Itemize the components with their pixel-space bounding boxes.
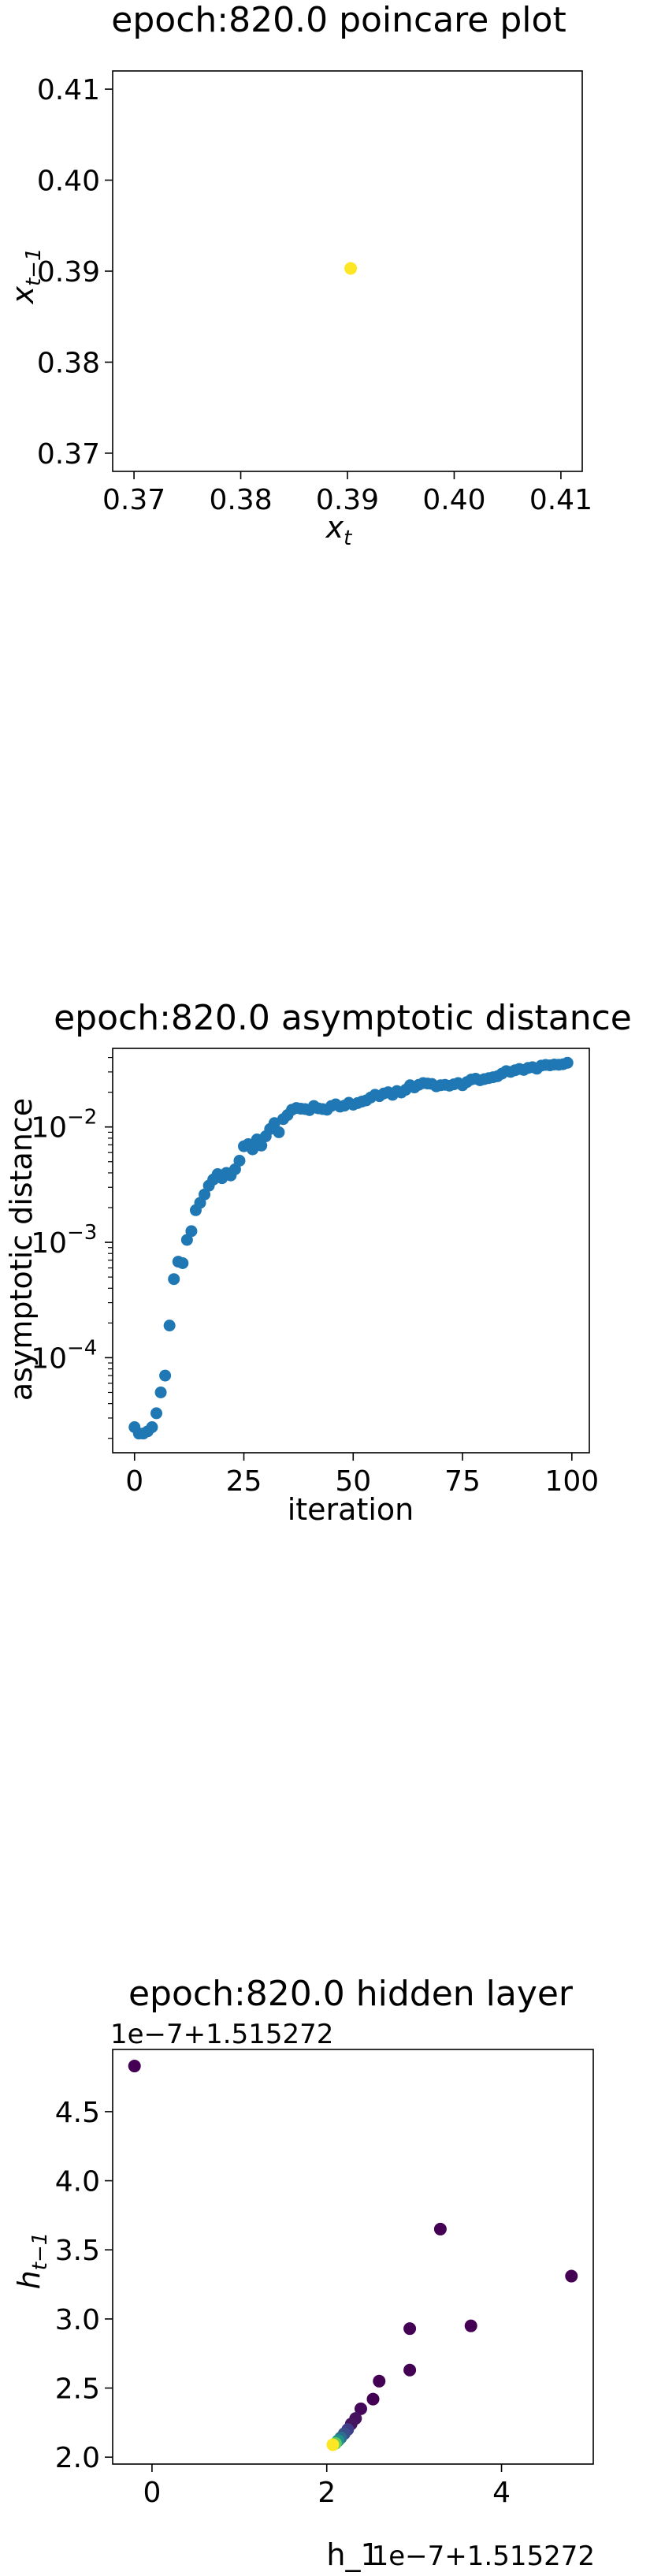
x-axis-label: iteration: [288, 1492, 414, 1527]
chart-title: epoch:820.0 hidden layer: [128, 1974, 574, 2014]
y-tick-label: 3.0: [55, 2304, 100, 2336]
y-tick-label: 0.38: [37, 347, 100, 379]
plot-frame: [112, 1048, 590, 1454]
y-axis-label: xt−1: [6, 248, 46, 304]
x-tick-label: 0.38: [209, 484, 272, 516]
hidden-layer-chart: epoch:820.0 hidden layer 1e−7+1.515272 0…: [12, 1974, 595, 2572]
y-axis-label: ht−1: [12, 2232, 52, 2290]
data-point: [185, 1225, 198, 1238]
y-axis-label: asymptotic distance: [4, 1098, 39, 1401]
x-tick-label: 0.40: [422, 484, 485, 516]
y-tick-label: 4.0: [55, 2166, 100, 2198]
data-point: [128, 2060, 141, 2073]
y-tick-label: 0.41: [37, 74, 100, 106]
x-tick-label: 0.37: [102, 484, 165, 516]
y-tick-label: 3.5: [55, 2235, 100, 2267]
data-point: [199, 1188, 211, 1201]
x-tick-label: 100: [544, 1465, 599, 1498]
x-tick-label: 0.41: [529, 484, 592, 516]
chart-title: epoch:820.0 asymptotic distance: [54, 998, 632, 1038]
x-tick-label: 0: [143, 2477, 161, 2509]
data-point: [354, 2402, 367, 2415]
data-point: [403, 2363, 417, 2377]
data-point: [159, 1369, 172, 1382]
x-tick-label: 25: [226, 1465, 262, 1498]
x-tick-label: 50: [335, 1465, 371, 1498]
y-tick-label: 10: [31, 1227, 67, 1260]
poincare-chart: epoch:820.0 poincare plot 0.37 0.38 0.39 0.…: [6, 0, 592, 550]
y-tick-exponent: −4: [67, 1336, 97, 1360]
y-tick-exponent: −3: [67, 1221, 97, 1245]
data-point: [273, 1126, 285, 1138]
x-tick-label: 0.39: [316, 484, 379, 516]
y-tick-label: 0.39: [37, 256, 100, 288]
data-point: [565, 2269, 578, 2283]
data-point: [561, 1056, 574, 1069]
plot-frame: [112, 2049, 594, 2465]
data-point: [255, 1139, 268, 1152]
data-point: [373, 2374, 386, 2388]
data-point: [176, 1256, 189, 1269]
data-point: [403, 2322, 417, 2336]
asymptotic-distance-chart: epoch:820.0 asymptotic distance 0 25 50 75 1…: [4, 998, 632, 1527]
x-tick-label: 75: [444, 1465, 481, 1498]
data-point: [366, 2392, 380, 2406]
data-point: [433, 2222, 447, 2235]
data-point: [233, 1155, 246, 1167]
data-point: [180, 1234, 193, 1246]
x-axis-label: h_1: [326, 2537, 379, 2572]
y-tick-label: 0.37: [37, 438, 100, 471]
x-offset-text: 1e−7+1.515272: [372, 2541, 595, 2572]
y-tick-label: 4.5: [55, 2097, 100, 2129]
y-tick-label: 2.5: [55, 2373, 100, 2406]
chart-title: epoch:820.0 poincare plot: [111, 0, 566, 40]
x-tick-label: 4: [492, 2477, 511, 2509]
x-axis-label: xt: [325, 510, 353, 550]
y-tick-label: 0.40: [37, 166, 100, 198]
y-tick-label: 10: [31, 1112, 67, 1145]
data-point: [154, 1386, 167, 1398]
data-point: [146, 1421, 158, 1434]
y-tick-exponent: −2: [67, 1106, 97, 1130]
x-tick-label: 2: [318, 2477, 336, 2509]
y-tick-label: 2.0: [55, 2442, 100, 2474]
data-point: [168, 1273, 180, 1286]
x-tick-label: 0: [125, 1465, 143, 1498]
data-point: [163, 1320, 176, 1332]
data-point: [344, 262, 358, 275]
y-offset-text: 1e−7+1.515272: [110, 2019, 333, 2050]
data-point: [464, 2319, 477, 2332]
data-point: [326, 2438, 340, 2451]
data-point: [150, 1407, 163, 1420]
y-tick-label: 10: [31, 1342, 67, 1375]
